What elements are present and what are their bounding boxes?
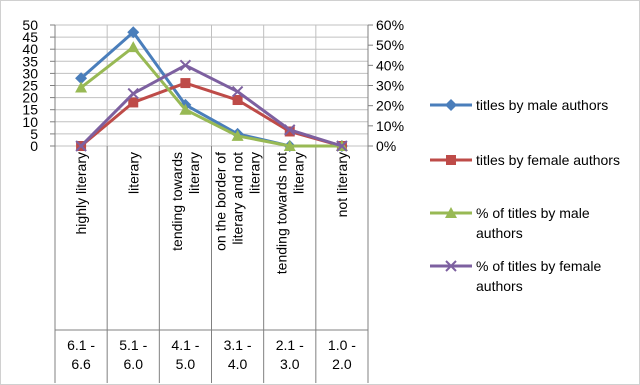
category-label: not literary (334, 152, 350, 217)
range-line: 4.1 - (171, 337, 199, 353)
range-line: 6.0 (124, 356, 144, 372)
data-point-square (180, 78, 191, 89)
range-line: 2.0 (332, 356, 352, 372)
data-point-x (127, 87, 139, 100)
category-label-line: highly literary (73, 152, 89, 234)
range-line: 2.1 - (276, 337, 304, 353)
data-point-triangle (75, 81, 88, 93)
legend-label: titles by male authors (476, 97, 609, 113)
data-point-x (231, 85, 244, 98)
category-label: tending towardsliterary (169, 152, 202, 251)
legend-entry-male-titles: titles by male authors (430, 95, 640, 115)
category-label: tending towards notliterary (273, 152, 306, 274)
secondary-tick-label: 0% (376, 138, 396, 154)
category-label-line: literary (290, 152, 306, 194)
category-range-label: 1.0 - 2.0 (328, 337, 356, 372)
range-line: 4.0 (228, 356, 248, 372)
legend-key-diamond-icon (430, 99, 472, 111)
range-line: 1.0 - (328, 337, 356, 353)
legend-key-x-icon (430, 260, 472, 272)
category-label-line: tending towards not (273, 152, 289, 274)
range-line: 6.6 (71, 356, 91, 372)
category-range-label: 6.1 - 6.6 (67, 337, 95, 372)
range-line: 3.0 (280, 356, 300, 372)
category-label-line: literary (186, 152, 202, 194)
category-label: highly literary (73, 152, 89, 234)
secondary-y-axis: 0% 10% 20% 30% 40% 50% 60% (367, 17, 404, 154)
category-label: literary (125, 152, 141, 194)
data-point-x (284, 124, 296, 136)
category-range-label: 3.1 - 4.0 (224, 337, 252, 372)
range-line: 5.0 (176, 356, 196, 372)
legend-key-triangle-icon (430, 207, 472, 218)
secondary-tick-label: 10% (376, 118, 404, 134)
data-point-diamond (75, 72, 88, 85)
range-line: 6.1 - (67, 337, 95, 353)
data-point-square (128, 97, 139, 108)
primary-tick-label: 15 (22, 102, 38, 118)
secondary-tick-label: 60% (376, 17, 404, 33)
category-label-line: not literary (334, 152, 350, 217)
series-line (80, 63, 343, 148)
primary-tick-label: 5 (30, 126, 38, 142)
data-point-square (232, 95, 243, 106)
data-point-triangle (231, 129, 244, 141)
range-line: 5.1 - (119, 337, 147, 353)
category-range-label: 2.1 - 3.0 (276, 337, 304, 372)
primary-tick-label: 50 (22, 17, 38, 33)
range-line: 3.1 - (224, 337, 252, 353)
secondary-tick-label: 20% (376, 98, 404, 114)
data-point-triangle (127, 41, 140, 53)
primary-tick-label: 25 (22, 78, 38, 94)
secondary-tick-label: 40% (376, 57, 404, 73)
legend-entry-male-percent: % of titles by male authors (430, 203, 640, 243)
data-point-x (336, 140, 348, 152)
category-table: highly literary literary tending towardsli… (54, 146, 369, 383)
category-label-line: literary (247, 152, 263, 194)
data-point-x (75, 140, 87, 152)
category-label: on the border ofliterary and notliterary (213, 152, 263, 251)
primary-tick-label: 35 (22, 53, 38, 69)
primary-tick-label: 10 (22, 114, 38, 130)
category-label-line: literary and not (230, 152, 246, 245)
primary-tick-label: 30 (22, 65, 38, 81)
legend-label: titles by female authors (476, 152, 620, 168)
category-range-label: 4.1 - 5.0 (171, 337, 199, 372)
data-point-square (284, 126, 295, 137)
series-line (80, 45, 342, 148)
primary-tick-label: 45 (22, 29, 38, 45)
secondary-tick-label: 30% (376, 78, 404, 94)
legend-entry-female-titles: titles by female authors (430, 150, 640, 170)
series-lines (75, 26, 348, 152)
legend-label: % of titles by male authors (476, 205, 590, 241)
legend-entry-female-percent: % of titles by female authors (430, 256, 640, 296)
category-label-line: literary (125, 152, 141, 194)
primary-tick-label: 20 (22, 90, 38, 106)
data-point-triangle (283, 140, 296, 151)
primary-tick-label: 40 (22, 41, 38, 57)
data-point-diamond (127, 26, 140, 39)
legend-key-square-icon (430, 155, 472, 165)
secondary-tick-label: 50% (376, 37, 404, 53)
category-label-line: tending towards (169, 152, 185, 251)
data-point-x (179, 59, 192, 72)
category-range-label: 5.1 - 6.0 (119, 337, 147, 372)
primary-tick-label: 0 (30, 138, 38, 154)
category-label-line: on the border of (213, 152, 229, 251)
data-point-triangle (179, 103, 192, 115)
legend-label: % of titles by female authors (476, 258, 602, 294)
